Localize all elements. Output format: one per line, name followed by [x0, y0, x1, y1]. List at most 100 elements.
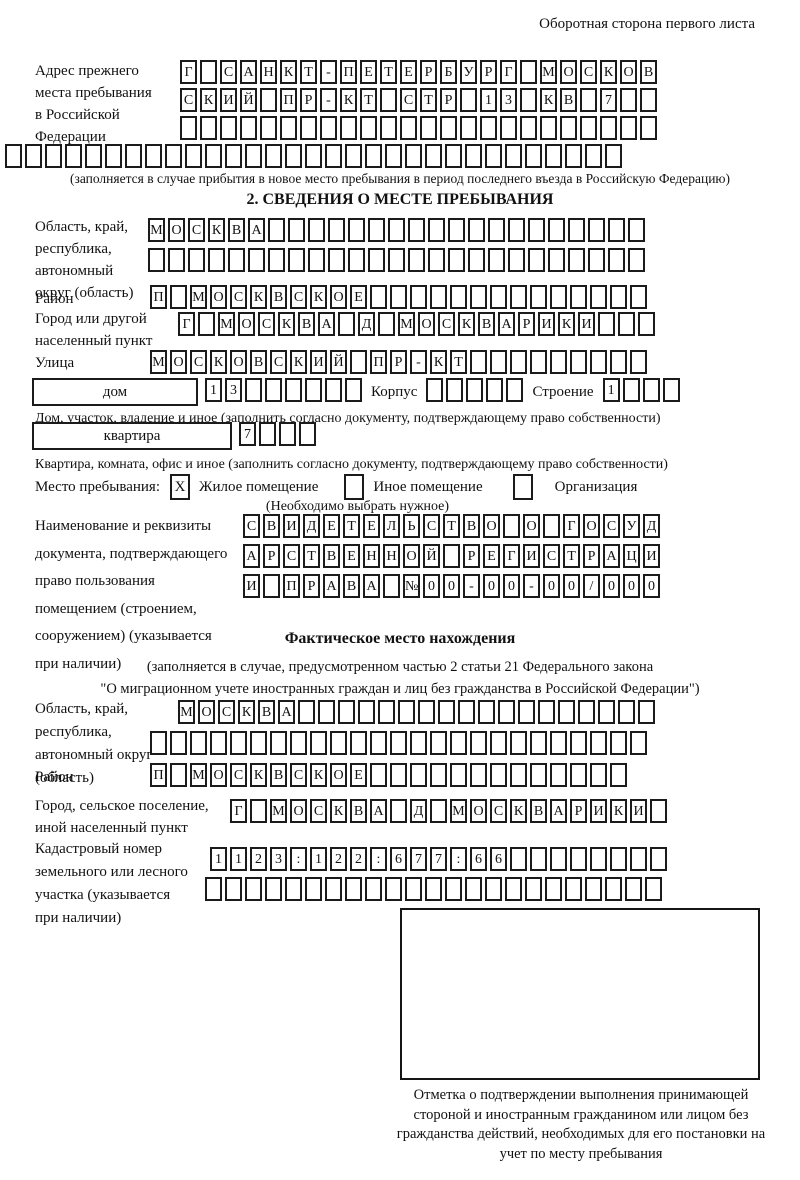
char-cell[interactable]: Р [440, 88, 457, 112]
char-cell[interactable]: 0 [543, 574, 560, 598]
char-cell[interactable]: Й [423, 544, 440, 568]
char-cell[interactable] [325, 378, 342, 403]
char-cell[interactable] [398, 700, 415, 724]
char-cell[interactable]: - [523, 574, 540, 598]
char-cell[interactable]: Т [450, 350, 467, 374]
char-cell[interactable]: 0 [423, 574, 440, 598]
char-cell[interactable]: Й [240, 88, 257, 112]
char-cell[interactable] [543, 514, 560, 538]
char-cell[interactable] [525, 877, 542, 901]
char-cell[interactable] [5, 144, 22, 168]
char-cell[interactable]: К [558, 312, 575, 336]
char-cell[interactable] [450, 731, 467, 755]
char-cell[interactable] [622, 378, 640, 403]
char-cell[interactable] [480, 116, 497, 140]
char-cell[interactable]: Й [330, 350, 347, 374]
char-cell[interactable]: С [603, 514, 620, 538]
char-cell[interactable]: В [560, 88, 577, 112]
char-cell[interactable]: О [583, 514, 600, 538]
char-cell[interactable] [505, 877, 522, 901]
char-cell[interactable] [185, 144, 202, 168]
char-cell[interactable]: О [230, 350, 247, 374]
char-cell[interactable] [245, 378, 262, 403]
char-cell[interactable] [360, 116, 377, 140]
char-cell[interactable] [308, 248, 325, 272]
char-cell[interactable] [220, 116, 237, 140]
char-cell[interactable] [530, 285, 547, 309]
char-cell[interactable]: Е [363, 514, 380, 538]
char-cell[interactable] [505, 144, 522, 168]
char-cell[interactable]: И [630, 799, 647, 823]
char-cell[interactable] [168, 248, 185, 272]
char-cell[interactable] [450, 763, 467, 787]
char-cell[interactable] [590, 731, 607, 755]
char-cell[interactable] [285, 378, 302, 403]
char-cell[interactable]: М [540, 60, 557, 84]
char-cell[interactable]: 3 [225, 378, 242, 403]
char-cell[interactable] [425, 144, 442, 168]
char-cell[interactable] [448, 218, 465, 242]
char-cell[interactable]: О [330, 285, 347, 309]
char-cell[interactable]: / [583, 574, 600, 598]
char-cell[interactable] [345, 877, 362, 901]
char-cell[interactable] [330, 731, 347, 755]
char-cell[interactable] [410, 763, 427, 787]
char-cell[interactable] [498, 700, 515, 724]
char-cell[interactable] [470, 285, 487, 309]
char-cell[interactable] [305, 877, 322, 901]
char-cell[interactable] [190, 731, 207, 755]
char-cell[interactable]: С [220, 60, 237, 84]
char-cell[interactable] [65, 144, 82, 168]
char-cell[interactable] [408, 218, 425, 242]
char-cell[interactable]: О [483, 514, 500, 538]
char-cell[interactable] [410, 285, 427, 309]
char-cell[interactable] [370, 285, 387, 309]
char-cell[interactable] [598, 700, 615, 724]
char-cell[interactable] [430, 731, 447, 755]
char-cell[interactable]: И [643, 544, 660, 568]
char-cell[interactable]: П [150, 763, 167, 787]
char-cell[interactable]: А [603, 544, 620, 568]
char-cell[interactable]: 0 [503, 574, 520, 598]
char-cell[interactable] [490, 285, 507, 309]
char-cell[interactable] [590, 285, 607, 309]
char-cell[interactable]: К [290, 350, 307, 374]
char-cell[interactable] [378, 700, 395, 724]
char-cell[interactable] [426, 378, 444, 403]
char-cell[interactable] [390, 285, 407, 309]
char-cell[interactable]: Е [350, 285, 367, 309]
char-cell[interactable] [259, 422, 276, 447]
char-cell[interactable] [550, 731, 567, 755]
char-cell[interactable] [580, 88, 597, 112]
char-cell[interactable]: А [318, 312, 335, 336]
char-cell[interactable] [225, 877, 242, 901]
char-cell[interactable] [590, 350, 607, 374]
char-cell[interactable] [285, 877, 302, 901]
char-cell[interactable] [180, 116, 197, 140]
char-cell[interactable] [585, 144, 602, 168]
char-cell[interactable]: Д [643, 514, 660, 538]
char-cell[interactable]: Р [420, 60, 437, 84]
char-cell[interactable] [430, 763, 447, 787]
char-cell[interactable] [638, 312, 655, 336]
char-cell[interactable] [662, 378, 680, 403]
char-cell[interactable]: Н [383, 544, 400, 568]
char-cell[interactable] [600, 116, 617, 140]
char-cell[interactable]: М [150, 350, 167, 374]
char-cell[interactable]: Р [300, 88, 317, 112]
char-cell[interactable]: И [538, 312, 555, 336]
char-cell[interactable]: Н [260, 60, 277, 84]
char-cell[interactable] [468, 218, 485, 242]
char-cell[interactable] [610, 285, 627, 309]
char-cell[interactable] [348, 248, 365, 272]
char-cell[interactable] [125, 144, 142, 168]
char-cell[interactable]: У [623, 514, 640, 538]
char-cell[interactable]: О [523, 514, 540, 538]
char-cell[interactable] [550, 763, 567, 787]
char-cell[interactable] [520, 60, 537, 84]
char-cell[interactable] [470, 731, 487, 755]
char-cell[interactable]: С [243, 514, 260, 538]
char-cell[interactable]: Т [343, 514, 360, 538]
char-cell[interactable] [506, 378, 524, 403]
char-cell[interactable]: В [463, 514, 480, 538]
